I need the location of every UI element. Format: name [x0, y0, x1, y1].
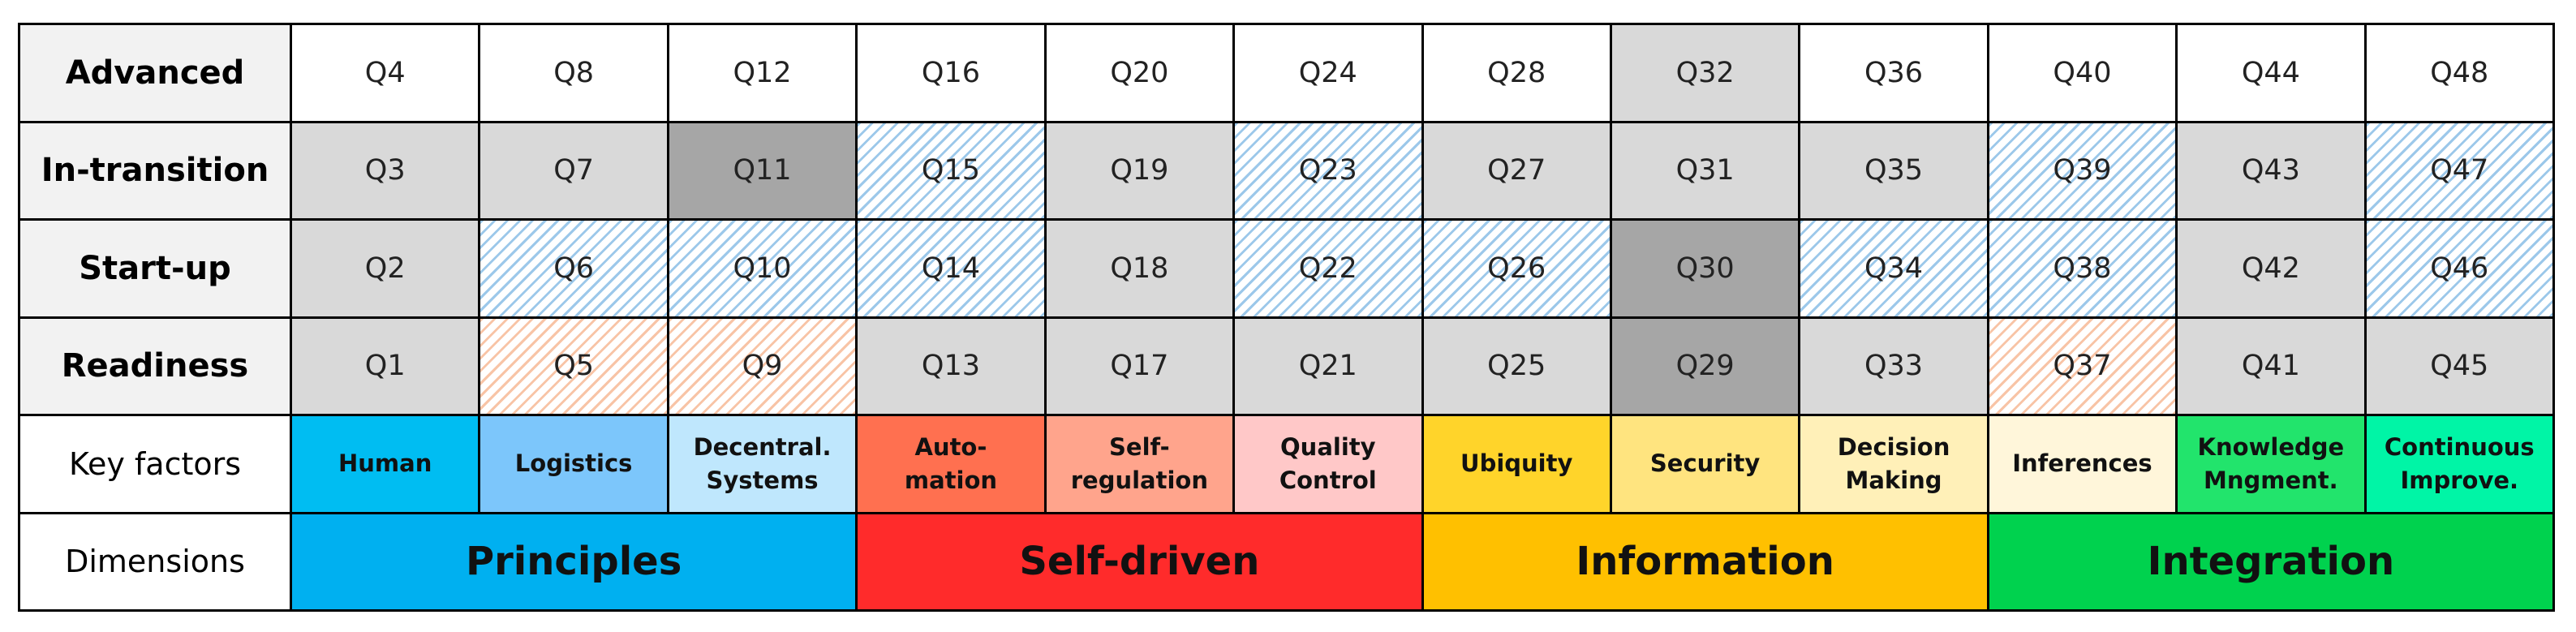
question-cell: Q27	[1423, 123, 1610, 218]
key-factor: Human	[292, 416, 479, 512]
question-cell: Q40	[1989, 25, 2176, 121]
dimension: Information	[1423, 514, 1987, 609]
question-cell: Q47	[2366, 123, 2552, 218]
question-cell: Q42	[2178, 221, 2364, 316]
key-factor: Decentral. Systems	[669, 416, 856, 512]
level-label: In-transition	[20, 123, 290, 218]
question-cell: Q45	[2366, 318, 2552, 414]
key-factor: Decision Making	[1800, 416, 1987, 512]
question-cell: Q11	[669, 123, 856, 218]
question-cell: Q22	[1235, 221, 1421, 316]
level-label: Start-up	[20, 221, 290, 316]
key-factor: Self- regulation	[1046, 416, 1233, 512]
question-cell: Q6	[480, 221, 667, 316]
question-cell: Q2	[292, 221, 479, 316]
question-cell: Q20	[1046, 25, 1233, 121]
key-factor: Logistics	[480, 416, 667, 512]
key-factor: Quality Control	[1235, 416, 1421, 512]
question-cell: Q41	[2178, 318, 2364, 414]
key-factor: Security	[1611, 416, 1799, 512]
question-cell: Q31	[1611, 123, 1799, 218]
question-cell: Q29	[1611, 318, 1799, 414]
maturity-table: Advanced Q4 Q8 Q12 Q16 Q20 Q24 Q28 Q32 Q36 Q40 Q44 Q…	[18, 23, 2555, 612]
dimensions-label: Dimensions	[20, 514, 290, 609]
question-cell: Q39	[1989, 123, 2176, 218]
question-cell: Q8	[480, 25, 667, 121]
key-factors-label: Key factors	[20, 416, 290, 512]
key-factor: Inferences	[1989, 416, 2176, 512]
question-cell: Q19	[1046, 123, 1233, 218]
question-cell: Q5	[480, 318, 667, 414]
key-factor: Continuous Improve.	[2366, 416, 2552, 512]
level-label: Readiness	[20, 318, 290, 414]
question-cell: Q4	[292, 25, 479, 121]
key-factor: Knowledge Mngment.	[2178, 416, 2364, 512]
question-cell: Q21	[1235, 318, 1421, 414]
question-cell: Q48	[2366, 25, 2552, 121]
question-cell: Q17	[1046, 318, 1233, 414]
question-cell: Q38	[1989, 221, 2176, 316]
question-cell: Q35	[1800, 123, 1987, 218]
question-cell: Q3	[292, 123, 479, 218]
question-cell: Q14	[858, 221, 1044, 316]
question-cell: Q7	[480, 123, 667, 218]
key-factor: Ubiquity	[1423, 416, 1610, 512]
question-cell: Q43	[2178, 123, 2364, 218]
question-cell: Q9	[669, 318, 856, 414]
question-cell: Q18	[1046, 221, 1233, 316]
question-cell: Q37	[1989, 318, 2176, 414]
question-cell: Q12	[669, 25, 856, 121]
question-cell: Q44	[2178, 25, 2364, 121]
question-cell: Q13	[858, 318, 1044, 414]
question-cell: Q26	[1423, 221, 1610, 316]
question-cell: Q32	[1611, 25, 1799, 121]
dimension: Principles	[292, 514, 856, 609]
question-cell: Q25	[1423, 318, 1610, 414]
question-cell: Q23	[1235, 123, 1421, 218]
dimension: Self-driven	[858, 514, 1421, 609]
key-factor: Auto- mation	[858, 416, 1044, 512]
question-cell: Q34	[1800, 221, 1987, 316]
dimension: Integration	[1989, 514, 2552, 609]
question-cell: Q33	[1800, 318, 1987, 414]
question-cell: Q24	[1235, 25, 1421, 121]
question-cell: Q15	[858, 123, 1044, 218]
question-cell: Q16	[858, 25, 1044, 121]
question-cell: Q1	[292, 318, 479, 414]
question-cell: Q10	[669, 221, 856, 316]
question-cell: Q28	[1423, 25, 1610, 121]
question-cell: Q46	[2366, 221, 2552, 316]
question-cell: Q30	[1611, 221, 1799, 316]
question-cell: Q36	[1800, 25, 1987, 121]
level-label: Advanced	[20, 25, 290, 121]
